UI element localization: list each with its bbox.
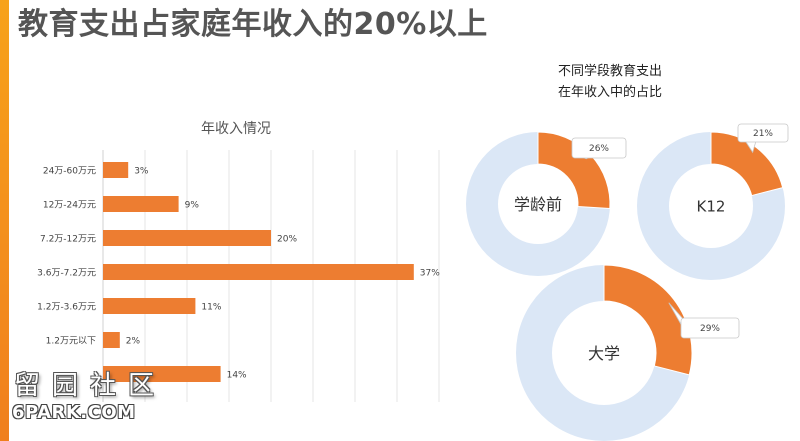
bar bbox=[103, 298, 196, 314]
bar-category-label: 7.2万-12万元 bbox=[40, 235, 96, 245]
bars: 24万-60万元 3% 12万-24万元 9% 7.2万-12万元 20% 3.6万-7.2… bbox=[37, 162, 440, 382]
bar-value-label: 2% bbox=[126, 337, 141, 347]
slide-title: 教育支出占家庭年收入的20%以上 bbox=[18, 7, 488, 42]
donut-value-label: 26% bbox=[589, 144, 609, 154]
bar-category-label: 12万-24万元 bbox=[43, 201, 96, 211]
bar bbox=[103, 366, 221, 382]
watermark-chinese: 留园社区 bbox=[14, 371, 167, 401]
donut-value-label: 21% bbox=[753, 129, 773, 139]
bar-value-label: 9% bbox=[185, 201, 200, 211]
donut-slice bbox=[603, 264, 693, 376]
donut-callout-box bbox=[680, 317, 740, 339]
bar-category-label: 1.2万-3.6万元 bbox=[37, 303, 96, 313]
watermark-english: 6PARK.COM bbox=[12, 402, 136, 423]
bar bbox=[103, 162, 129, 178]
bar bbox=[103, 196, 179, 212]
bar-value-label: 11% bbox=[201, 303, 221, 313]
bar-category-label: 3.6万-7.2万元 bbox=[37, 269, 96, 279]
bar-category-label: 1.2万元以下 bbox=[46, 337, 96, 347]
donut-center-label: 学龄前 bbox=[514, 195, 562, 214]
bar-value-label: 3% bbox=[134, 167, 149, 177]
bar bbox=[103, 332, 120, 348]
donut-charts: 不同学段教育支出 在年收入中的占比 26% 学龄前 21% K12 29% 大学 bbox=[466, 63, 789, 441]
bar bbox=[103, 264, 414, 280]
donut-slice bbox=[537, 131, 611, 210]
bar-value-label: 20% bbox=[277, 235, 297, 245]
donut-callout-box bbox=[571, 137, 627, 159]
donut-center-label: 大学 bbox=[588, 344, 620, 363]
bar-chart-title: 年收入情况 bbox=[201, 121, 271, 137]
donut-callout-box bbox=[737, 123, 789, 143]
bar-value-label: 37% bbox=[420, 269, 440, 279]
bar-chart: 年收入情况 24万-60万元 3% 12万-24万元 9% 7.2万-12万元 20% 3.… bbox=[37, 121, 440, 402]
accent-stripe bbox=[0, 0, 9, 441]
bar-category-label: 24万-60万元 bbox=[43, 167, 96, 177]
donut-title-line-1: 不同学段教育支出 bbox=[558, 63, 662, 79]
donut-center-label: K12 bbox=[697, 198, 726, 216]
donut-title-line-2: 在年收入中的占比 bbox=[558, 84, 662, 100]
bar-value-label: 14% bbox=[227, 371, 247, 381]
donut-value-label: 29% bbox=[700, 324, 720, 334]
bar bbox=[103, 230, 271, 246]
